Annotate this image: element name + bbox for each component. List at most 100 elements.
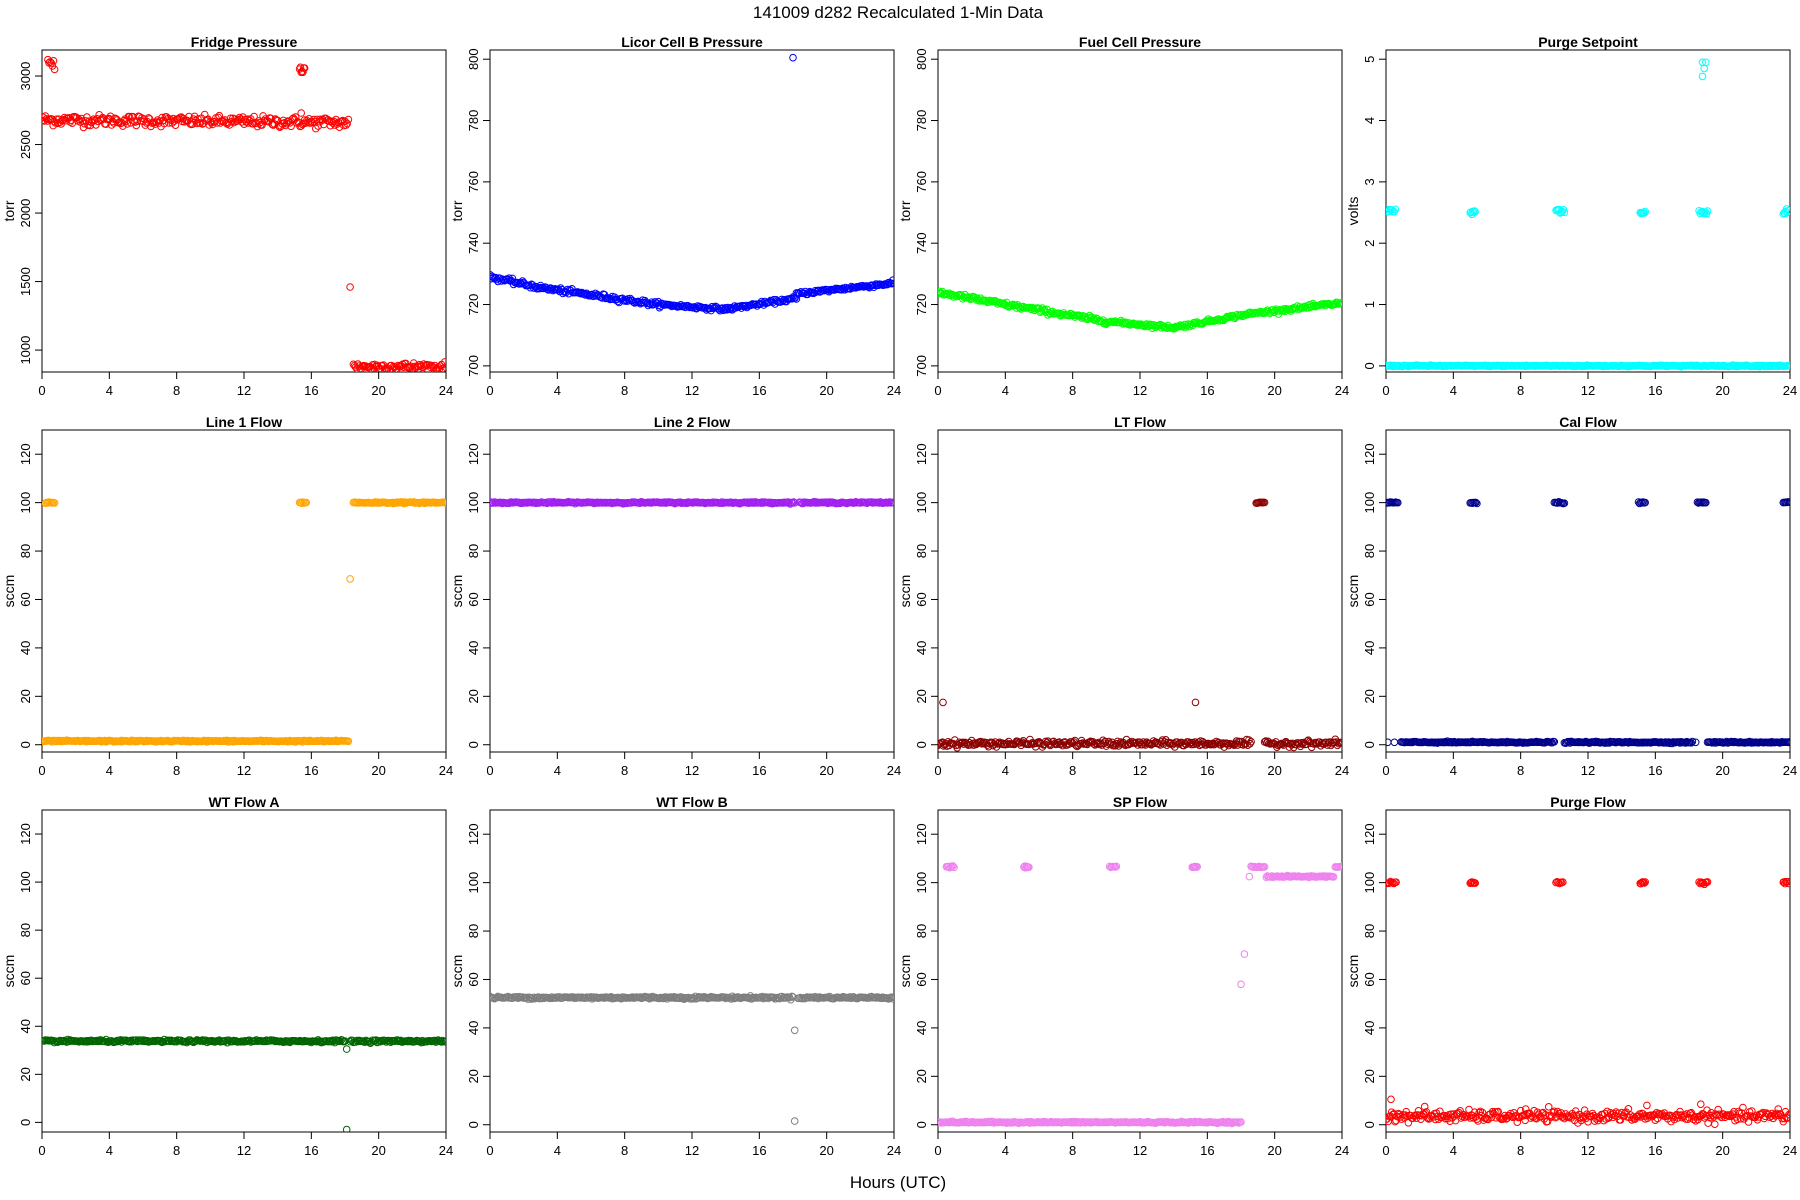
data-point [312, 124, 320, 133]
y-tick-label: 1500 [18, 267, 33, 296]
data-point [804, 288, 813, 297]
x-tick-label: 24 [1783, 383, 1797, 398]
data-point [1629, 1113, 1637, 1121]
data-point [1785, 738, 1790, 746]
y-tick-label: 20 [1362, 689, 1377, 703]
y-tick-label: 40 [1362, 641, 1377, 655]
data-point [812, 288, 821, 296]
x-tick-label: 0 [1382, 763, 1389, 778]
data-point [1141, 321, 1150, 329]
data-point [53, 1038, 62, 1046]
y-tick-label: 80 [914, 544, 929, 558]
y-tick-label: 40 [914, 1021, 929, 1035]
data-point [1460, 1113, 1469, 1122]
y-axis-label: sccm [1345, 955, 1361, 988]
data-point [1206, 740, 1215, 749]
y-tick-label: 780 [914, 110, 929, 132]
x-tick-label: 4 [1002, 1143, 1009, 1158]
x-tick-label: 20 [1715, 1143, 1729, 1158]
data-point [1711, 1120, 1719, 1128]
data-point [432, 1038, 440, 1046]
x-tick-label: 16 [752, 1143, 766, 1158]
data-point [951, 736, 959, 744]
data-point [1029, 304, 1038, 313]
x-tick-label: 20 [1715, 763, 1729, 778]
data-point [1640, 879, 1649, 887]
y-tick-label: 120 [466, 443, 481, 465]
y-tick-label: 60 [18, 971, 33, 985]
data-point [1113, 737, 1122, 746]
outlier-point [297, 109, 306, 117]
data-point [889, 276, 894, 284]
y-axis-label: sccm [449, 955, 465, 988]
data-point [1410, 1112, 1418, 1120]
data-point [1557, 208, 1566, 217]
outlier-point [790, 1117, 799, 1125]
x-tick-label: 0 [934, 1143, 941, 1158]
series-points [42, 1035, 446, 1132]
y-axis-label: volts [1345, 197, 1361, 226]
y-tick-label: 60 [914, 592, 929, 606]
y-tick-label: 0 [1362, 741, 1377, 748]
data-point [1116, 740, 1124, 748]
y-tick-label: 60 [1362, 972, 1377, 986]
outlier-point [790, 1026, 799, 1035]
data-point [939, 742, 948, 750]
x-tick-label: 24 [1783, 1143, 1797, 1158]
data-point [83, 113, 91, 121]
y-tick-label: 740 [914, 232, 929, 254]
y-tick-label: 100 [914, 492, 929, 514]
y-tick-label: 120 [18, 443, 33, 465]
y-tick-label: 20 [466, 689, 481, 703]
data-point [1474, 1117, 1482, 1125]
y-tick-label: 80 [914, 924, 929, 938]
y-tick-label: 0 [1362, 1121, 1377, 1128]
data-point [1703, 1106, 1711, 1114]
data-point [1072, 741, 1080, 750]
data-point [1337, 299, 1342, 308]
plot-frame [1385, 809, 1791, 1133]
y-tick-label: 40 [914, 641, 929, 655]
x-tick-label: 20 [1267, 383, 1281, 398]
data-point [1260, 863, 1269, 871]
y-axis-label: sccm [1345, 575, 1361, 608]
x-tick-label: 24 [439, 763, 453, 778]
x-tick-label: 24 [1335, 763, 1349, 778]
data-point [271, 115, 280, 123]
data-point [50, 499, 59, 507]
data-point [1392, 1116, 1400, 1125]
y-axis-label: torr [1, 200, 17, 221]
data-point [601, 294, 610, 303]
data-point [1033, 739, 1041, 748]
x-tick-label: 20 [371, 763, 385, 778]
data-point [1553, 878, 1561, 886]
y-tick-label: 40 [466, 1021, 481, 1035]
outlier-point [1390, 738, 1399, 747]
x-tick-label: 20 [819, 763, 833, 778]
x-tick-label: 20 [371, 383, 385, 398]
series-points [938, 287, 1342, 333]
x-tick-label: 12 [1581, 763, 1595, 778]
data-point [291, 113, 300, 121]
x-tick-label: 20 [371, 1143, 385, 1158]
outlier-point [789, 53, 797, 62]
x-tick-label: 24 [887, 763, 901, 778]
data-point [258, 121, 266, 129]
x-tick-label: 0 [38, 383, 45, 398]
x-tick-label: 16 [752, 763, 766, 778]
data-point [542, 283, 550, 292]
outlier-point [1245, 872, 1254, 881]
x-tick-label: 0 [486, 763, 493, 778]
data-point [1392, 878, 1400, 887]
data-point [1557, 1109, 1565, 1117]
y-tick-label: 4 [1362, 117, 1377, 124]
data-point [325, 117, 334, 126]
plot-frame [41, 49, 447, 373]
